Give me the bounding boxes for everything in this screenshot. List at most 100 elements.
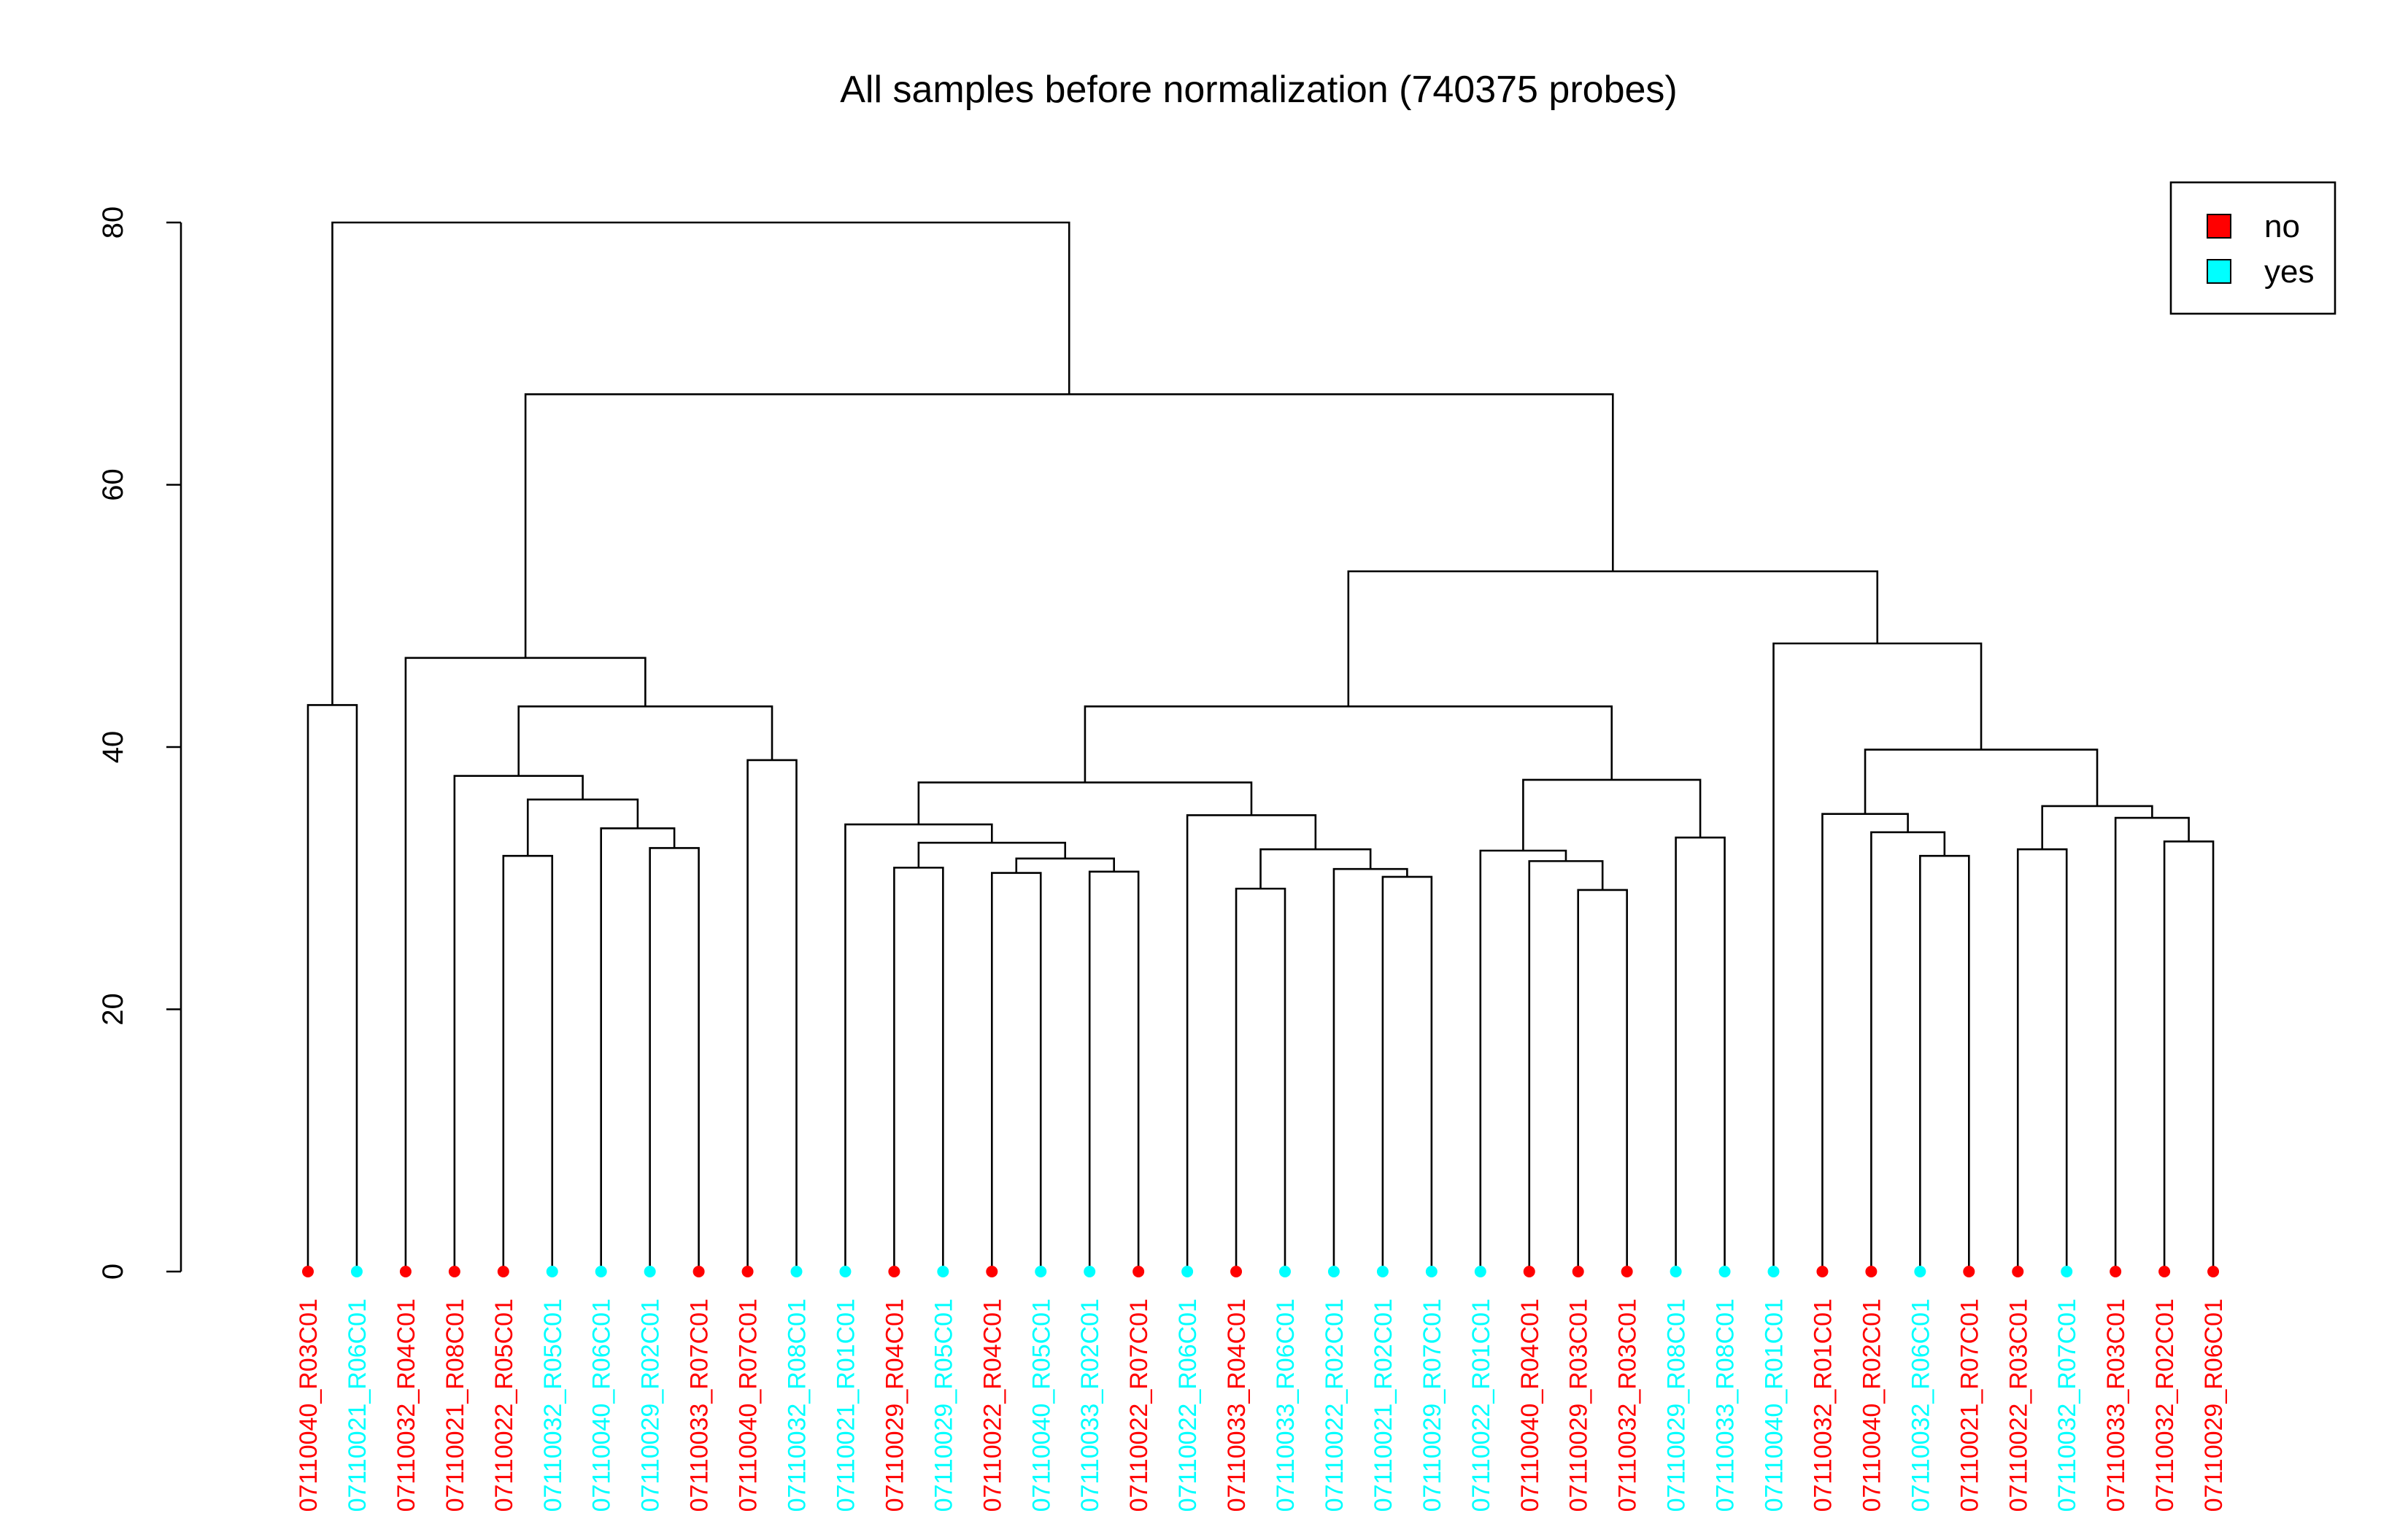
leaf-label: 07110022_R07C01 <box>1125 1299 1153 1512</box>
dendrogram-branch-G <box>746 759 798 1272</box>
leaf-label: 07110033_R03C01 <box>2102 1299 2130 1512</box>
leaf-label: 07110021_R07C01 <box>1956 1299 1983 1512</box>
leaf-marker <box>1376 1266 1389 1277</box>
leaf-label: 07110040_R06C01 <box>588 1299 616 1512</box>
leaf-label: 07110033_R04C01 <box>1223 1299 1251 1512</box>
leaf-marker <box>1474 1266 1486 1277</box>
leaf-marker <box>1523 1266 1535 1277</box>
leaf-marker <box>2110 1266 2122 1277</box>
leaf-label: 07110021_R06C01 <box>344 1299 371 1512</box>
leaf-label: 07110040_R01C01 <box>1761 1299 1788 1512</box>
leaf-label: 07110032_R07C01 <box>2053 1299 2081 1512</box>
y-tick-label: 80 <box>97 206 129 239</box>
dendrogram-branch-AF <box>2163 840 2215 1272</box>
leaf-marker <box>937 1266 949 1277</box>
dendrogram-branch-T <box>1186 814 1317 1272</box>
leaf-marker <box>692 1266 705 1277</box>
dendrogram-branch-AC <box>1870 831 1946 1272</box>
leaf-marker <box>2158 1266 2171 1277</box>
leaf-marker <box>1181 1266 1194 1277</box>
leaf-marker <box>1279 1266 1291 1277</box>
dendrogram-branch-AE <box>2016 848 2068 1272</box>
leaf-marker <box>1670 1266 1682 1277</box>
leaf-label: 07110032_R06C01 <box>1907 1299 1934 1512</box>
leaf-marker <box>448 1266 460 1277</box>
leaf-marker <box>644 1266 656 1277</box>
leaf-label: 07110032_R01C01 <box>1809 1299 1837 1512</box>
dendrogram-branch-N <box>917 841 1067 868</box>
leaf-label: 07110029_R02C01 <box>637 1299 665 1512</box>
leaf-marker <box>1132 1266 1145 1277</box>
leaf-label: 07110032_R03C01 <box>1614 1299 1642 1512</box>
leaf-marker <box>1084 1266 1096 1277</box>
leaf-label: 07110040_R05C01 <box>1027 1299 1055 1512</box>
leaf-label: 07110022_R06C01 <box>1174 1299 1202 1512</box>
legend-label: yes <box>2264 254 2314 290</box>
leaf-label: 07110029_R06C01 <box>2200 1299 2228 1512</box>
leaf-marker <box>839 1266 852 1277</box>
leaf-marker <box>2207 1266 2220 1277</box>
dendrogram-branch-AH <box>2041 805 2153 850</box>
dendrogram-branch-J <box>893 867 944 1272</box>
leaf-label: 07110029_R07C01 <box>1419 1299 1446 1512</box>
y-tick-label: 20 <box>97 993 129 1026</box>
legend: no yes <box>2169 181 2336 315</box>
dendrogram-branch-O <box>844 823 993 1272</box>
leaf-marker <box>1425 1266 1438 1277</box>
leaf-marker <box>1914 1266 1926 1277</box>
dendrogram-branch-W <box>1528 860 1604 1272</box>
leaf-marker <box>595 1266 607 1277</box>
leaf-marker <box>302 1266 314 1277</box>
leaf-label: 07110040_R03C01 <box>295 1299 323 1512</box>
leaf-label: 07110033_R07C01 <box>686 1299 714 1512</box>
dendrogram-branch-C <box>649 847 700 1272</box>
dendrogram-branches <box>306 221 2215 1272</box>
leaf-marker <box>986 1266 998 1277</box>
leaf-label: 07110040_R02C01 <box>1858 1299 1886 1512</box>
leaf-marker <box>1035 1266 1047 1277</box>
leaf-marker <box>1327 1266 1340 1277</box>
dendrogram-branch-M <box>1015 857 1115 873</box>
dendrogram-branch-AI <box>1864 748 2099 814</box>
legend-swatch <box>2207 214 2231 239</box>
dendrogram-branch-Q <box>1381 875 1433 1272</box>
leaf-marker <box>1230 1266 1243 1277</box>
dendrogram-branch-AM <box>331 221 1070 705</box>
leaf-marker <box>2061 1266 2073 1277</box>
leaf-label: 07110033_R02C01 <box>1076 1299 1104 1512</box>
dendrogram-branch-Z <box>1522 778 1702 851</box>
leaf-label: 07110021_R01C01 <box>832 1299 860 1512</box>
dendrogram-branch-F <box>453 775 584 1272</box>
dendrogram-branch-D <box>600 827 676 1272</box>
leaf-markers <box>302 1266 2220 1277</box>
legend-label: no <box>2264 209 2300 244</box>
dendrogram-branch-V <box>1577 889 1628 1272</box>
leaf-marker <box>399 1266 412 1277</box>
y-axis: 0 20 40 60 80 <box>97 206 182 1280</box>
leaf-label: 07110022_R04C01 <box>979 1299 1006 1512</box>
leaf-label: 07110022_R05C01 <box>490 1299 518 1512</box>
leaf-marker <box>350 1266 363 1277</box>
leaf-marker <box>888 1266 900 1277</box>
dendrogram-branch-AK <box>1347 570 1879 707</box>
leaf-label: 07110032_R05C01 <box>539 1299 567 1512</box>
dendrogram-branch-AD <box>1821 813 1909 1272</box>
dendrogram-branch-R <box>1332 867 1408 1272</box>
leaf-marker <box>1572 1266 1584 1277</box>
leaf-label: 07110040_R07C01 <box>735 1299 763 1512</box>
y-tick-label: 60 <box>97 468 129 501</box>
leaf-label: 07110029_R08C01 <box>1663 1299 1691 1512</box>
leaf-label: 07110032_R04C01 <box>393 1299 420 1512</box>
dendrogram-branch-P <box>1235 887 1286 1272</box>
leaf-marker <box>1963 1266 1975 1277</box>
dendrogram-branch-L <box>1088 870 1140 1272</box>
dendrogram-branch-AJ <box>1772 642 1983 1272</box>
leaf-label: 07110021_R02C01 <box>1370 1299 1397 1512</box>
leaf-label: 07110032_R02C01 <box>2151 1299 2179 1512</box>
leaf-marker <box>741 1266 754 1277</box>
leaf-marker <box>1816 1266 1829 1277</box>
leaf-label: 07110022_R03C01 <box>2004 1299 2032 1512</box>
leaf-label: 07110022_R02C01 <box>1321 1299 1348 1512</box>
